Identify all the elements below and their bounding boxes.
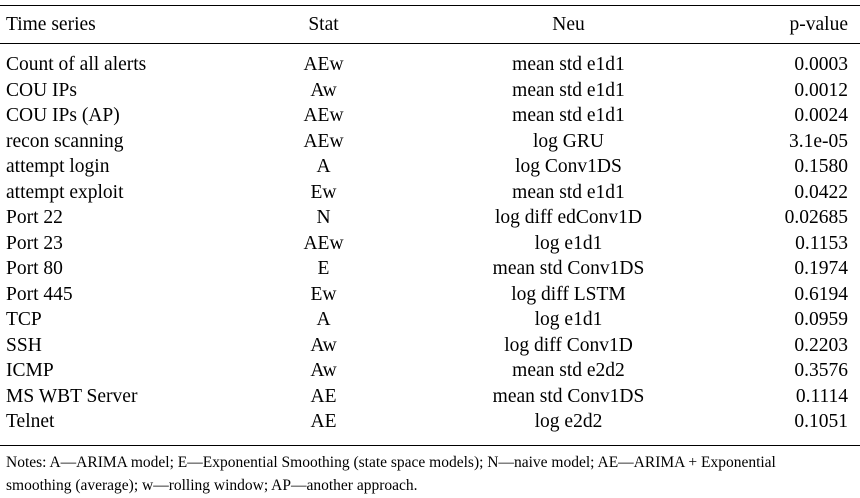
table-notes: Notes: A—ARIMA model; E—Exponential Smoo… [6,451,856,497]
cell-time-series: Port 23 [6,232,63,254]
cell-p-value: 0.2203 [794,334,848,356]
cell-time-series: COU IPs [6,79,77,101]
cell-neu: log Conv1DS [515,156,622,177]
cell-p-value: 0.3576 [794,360,848,381]
table-header: Time series Stat Neu p-value [0,5,860,44]
table-row: attempt exploit Ew mean std e1d1 0.0422 [0,180,860,206]
cell-stat: Ew [310,283,337,305]
cell-stat: AE [310,385,337,407]
cell-stat: AE [310,411,337,432]
cell-stat: Aw [310,360,337,381]
table-row: ICMP Aw mean std e2d2 0.3576 [0,358,860,384]
cell-stat: A [316,309,331,330]
cell-stat: Aw [310,334,337,356]
table-row: Count of all alerts AEw mean std e1d1 0.000… [0,44,860,78]
table-row: Telnet AE log e2d2 0.1051 [0,409,860,445]
cell-neu: mean std e1d1 [512,54,625,75]
table-row: COU IPs Aw mean std e1d1 0.0012 [0,78,860,104]
cell-p-value: 0.0012 [794,79,848,101]
table-row: Port 23 AEw log e1d1 0.1153 [0,231,860,257]
table-body: Count of all alerts AEw mean std e1d1 0.000… [0,44,860,445]
cell-time-series: Count of all alerts [6,54,147,75]
cell-time-series: Port 22 [6,207,63,228]
cell-stat: E [317,258,330,279]
cell-p-value: 0.0959 [794,309,848,330]
cell-p-value: 0.02685 [784,207,848,228]
cell-neu: mean std Conv1DS [492,385,645,407]
cell-time-series: MS WBT Server [6,385,138,407]
cell-neu: log e1d1 [534,309,603,330]
cell-stat: AEw [303,130,344,152]
cell-stat: N [316,207,331,228]
cell-time-series: ICMP [6,360,54,381]
cell-stat: AEw [303,232,344,254]
table-row: SSH Aw log diff Conv1D 0.2203 [0,333,860,359]
cell-p-value: 0.1580 [794,156,848,177]
cell-stat: A [316,156,331,177]
cell-stat: AEw [303,54,344,75]
cell-p-value: 0.0024 [794,105,848,126]
cell-time-series: attempt exploit [6,181,124,203]
cell-p-value: 0.0003 [794,54,848,75]
cell-neu: log GRU [533,130,604,152]
results-table-container: Time series Stat Neu p-value Count of al… [0,5,860,446]
cell-p-value: 0.6194 [794,283,848,305]
cell-time-series: Port 445 [6,283,73,305]
cell-stat: Ew [310,181,337,203]
cell-time-series: SSH [6,334,42,356]
cell-neu: log diff edConv1D [495,207,642,228]
cell-p-value: 0.0422 [794,181,848,203]
cell-p-value: 0.1153 [795,232,848,254]
notes-line-2: smoothing (average); w—rolling window; A… [6,477,418,494]
cell-p-value: 0.1051 [794,411,848,432]
header-stat: Stat [308,13,339,35]
cell-time-series: COU IPs (AP) [6,105,120,126]
cell-neu: mean std e2d2 [512,360,625,381]
cell-time-series: Port 80 [6,258,63,279]
table-row: MS WBT Server AE mean std Conv1DS 0.1114 [0,384,860,410]
header-time-series: Time series [6,13,96,35]
results-table: Time series Stat Neu p-value Count of al… [0,5,860,446]
cell-time-series: Telnet [6,411,55,432]
cell-neu: log e2d2 [534,411,603,432]
cell-time-series: recon scanning [6,130,124,152]
cell-neu: log diff Conv1D [504,334,633,356]
table-row: COU IPs (AP) AEw mean std e1d1 0.0024 [0,103,860,129]
cell-stat: Aw [310,79,337,101]
table-row: Port 445 Ew log diff LSTM 0.6194 [0,282,860,308]
cell-stat: AEw [303,105,344,126]
cell-neu: log diff LSTM [511,283,626,305]
cell-p-value: 0.1114 [795,385,848,407]
cell-neu: mean std e1d1 [512,79,625,101]
notes-line-1: Notes: A—ARIMA model; E—Exponential Smoo… [6,454,776,471]
header-neu: Neu [552,13,585,35]
cell-neu: mean std e1d1 [512,105,625,126]
cell-p-value: 3.1e-05 [788,130,848,152]
cell-time-series: TCP [6,309,42,330]
cell-neu: mean std e1d1 [512,181,625,203]
header-row: Time series Stat Neu p-value [0,5,860,44]
cell-p-value: 0.1974 [794,258,848,279]
header-p-value: p-value [789,13,848,35]
cell-neu: mean std Conv1DS [492,258,645,279]
table-row: recon scanning AEw log GRU 3.1e-05 [0,129,860,155]
cell-time-series: attempt login [6,156,110,177]
cell-neu: log e1d1 [534,232,603,254]
